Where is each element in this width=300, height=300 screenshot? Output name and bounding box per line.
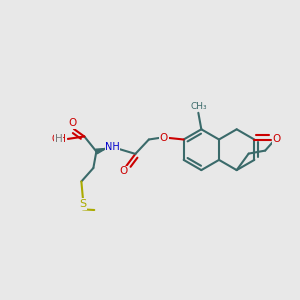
Text: S: S (79, 199, 86, 209)
Text: O: O (272, 134, 281, 145)
Text: H: H (55, 134, 63, 144)
Text: CH₃: CH₃ (190, 102, 207, 111)
Text: O: O (119, 166, 128, 176)
Polygon shape (96, 148, 106, 154)
Text: O: O (160, 133, 168, 143)
Text: O: O (68, 118, 76, 128)
Text: NH: NH (105, 142, 120, 152)
Text: OH: OH (52, 134, 67, 144)
